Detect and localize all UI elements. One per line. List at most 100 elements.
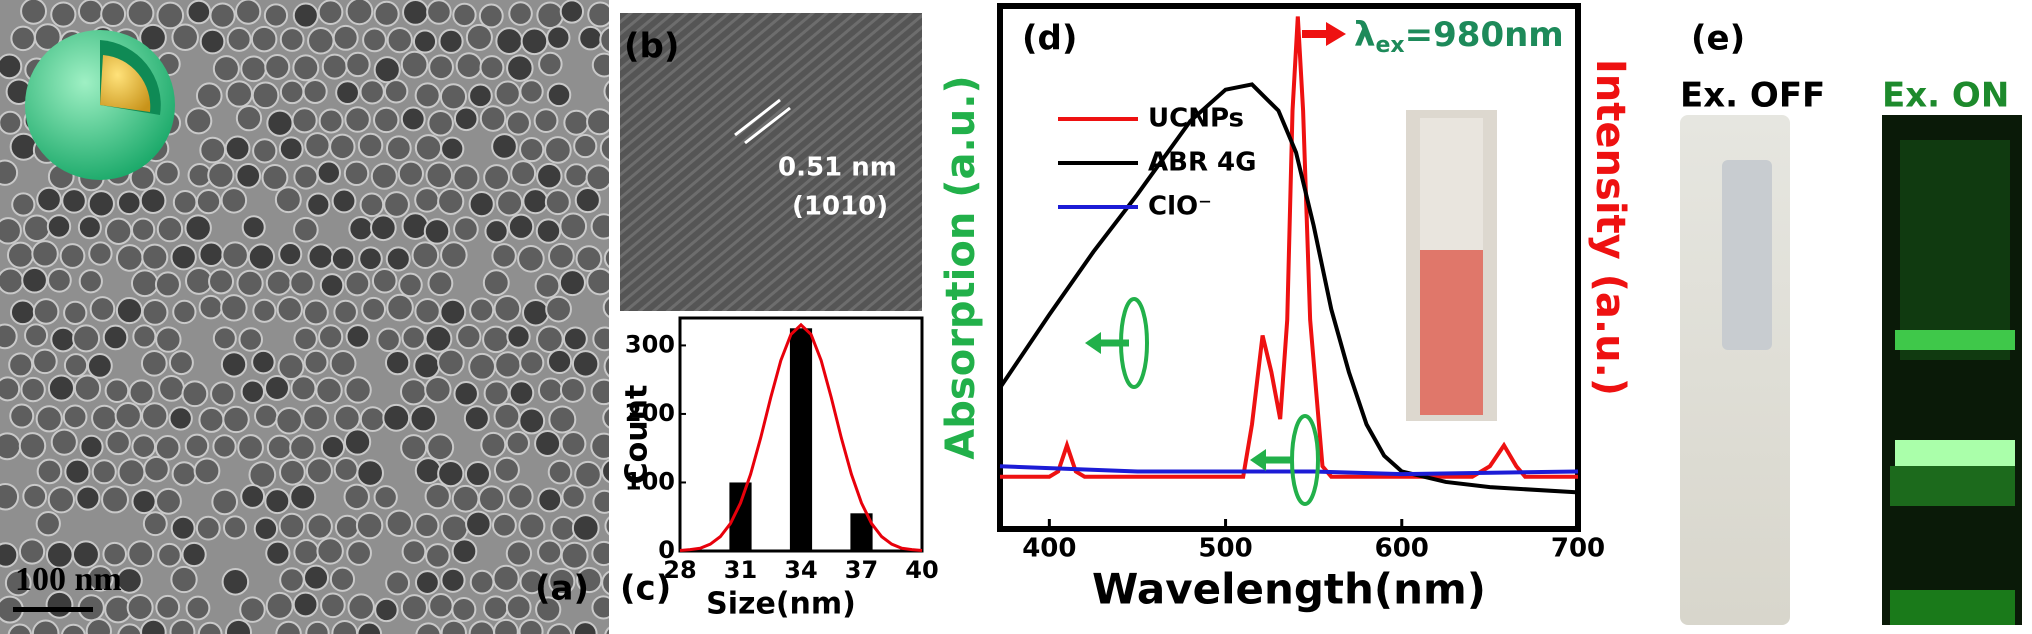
particle — [414, 570, 440, 595]
particle — [184, 266, 213, 295]
particle — [104, 217, 133, 245]
particle — [131, 217, 156, 242]
particle — [85, 618, 112, 634]
particle — [544, 136, 572, 164]
particle — [198, 294, 224, 320]
panel-label: (c) — [620, 569, 671, 609]
particle — [587, 1, 609, 28]
particle — [63, 300, 88, 326]
particle — [518, 512, 546, 540]
particle — [317, 0, 344, 26]
particle — [586, 108, 609, 136]
particle — [302, 299, 329, 326]
particle — [291, 107, 318, 134]
particle — [131, 488, 157, 515]
particle — [279, 79, 305, 105]
x-tick-label: 500 — [1198, 534, 1252, 564]
particle — [468, 191, 495, 218]
particle — [131, 434, 157, 459]
particle — [519, 569, 545, 595]
particle — [265, 591, 294, 620]
particle — [20, 0, 48, 25]
particle — [279, 458, 306, 486]
particle — [469, 297, 495, 323]
particle — [536, 325, 564, 354]
particle — [0, 110, 23, 135]
particle — [261, 164, 289, 191]
particle — [248, 461, 277, 489]
particle — [293, 538, 320, 566]
particle — [11, 192, 36, 217]
particle — [305, 457, 333, 485]
particle — [319, 273, 345, 298]
particle — [331, 188, 357, 214]
particle — [574, 187, 601, 214]
particle — [31, 619, 60, 634]
particle — [198, 241, 224, 267]
particle — [507, 213, 535, 240]
particle — [592, 326, 609, 352]
particle — [240, 484, 266, 509]
particle — [250, 25, 278, 53]
annotation-part: =980nm — [1405, 15, 1564, 55]
particle — [318, 108, 344, 134]
particle — [329, 133, 356, 161]
x-tick-label: 34 — [784, 556, 817, 584]
particle — [279, 567, 305, 593]
particle — [548, 405, 577, 434]
particle — [400, 434, 428, 462]
particle — [318, 324, 344, 350]
particle — [127, 540, 155, 568]
particle — [24, 323, 49, 348]
particle — [156, 215, 184, 243]
particle — [238, 327, 263, 352]
particle — [533, 108, 559, 134]
particle — [289, 270, 315, 296]
hrtem-image — [620, 13, 922, 311]
particle — [522, 298, 550, 327]
particle — [491, 133, 518, 160]
particle — [235, 162, 262, 189]
particle — [575, 245, 603, 273]
particle — [506, 54, 534, 82]
particle — [185, 107, 213, 135]
particle — [226, 26, 252, 52]
bar — [850, 513, 873, 551]
particle — [424, 324, 453, 353]
particle — [428, 54, 454, 81]
particle — [345, 324, 371, 349]
particle — [603, 248, 609, 269]
particle — [362, 27, 387, 53]
particle — [199, 28, 226, 55]
particle — [482, 325, 510, 354]
particle — [222, 515, 248, 540]
particle — [185, 595, 211, 621]
particle — [224, 135, 251, 162]
particle — [50, 326, 76, 353]
particle — [361, 296, 387, 322]
particle — [333, 299, 358, 325]
particle — [440, 136, 465, 161]
particle — [344, 106, 371, 133]
x-tick-label: 40 — [905, 556, 938, 584]
particle — [440, 241, 468, 269]
particle — [493, 618, 519, 634]
particle — [437, 348, 465, 377]
inset-photo — [1406, 110, 1497, 421]
cuvette-glow — [1895, 330, 2015, 350]
sphere-core — [100, 55, 151, 112]
particle — [197, 621, 223, 634]
x-tick-label: 700 — [1551, 534, 1605, 564]
particle — [290, 375, 317, 402]
particle — [414, 187, 440, 213]
particle — [546, 348, 573, 375]
particle — [602, 406, 609, 429]
particle — [293, 326, 318, 352]
particle — [592, 489, 609, 514]
particle — [572, 621, 598, 634]
particle — [491, 243, 517, 269]
particle — [373, 0, 400, 27]
particle — [522, 188, 549, 215]
particle — [7, 623, 33, 634]
particle — [22, 483, 48, 509]
